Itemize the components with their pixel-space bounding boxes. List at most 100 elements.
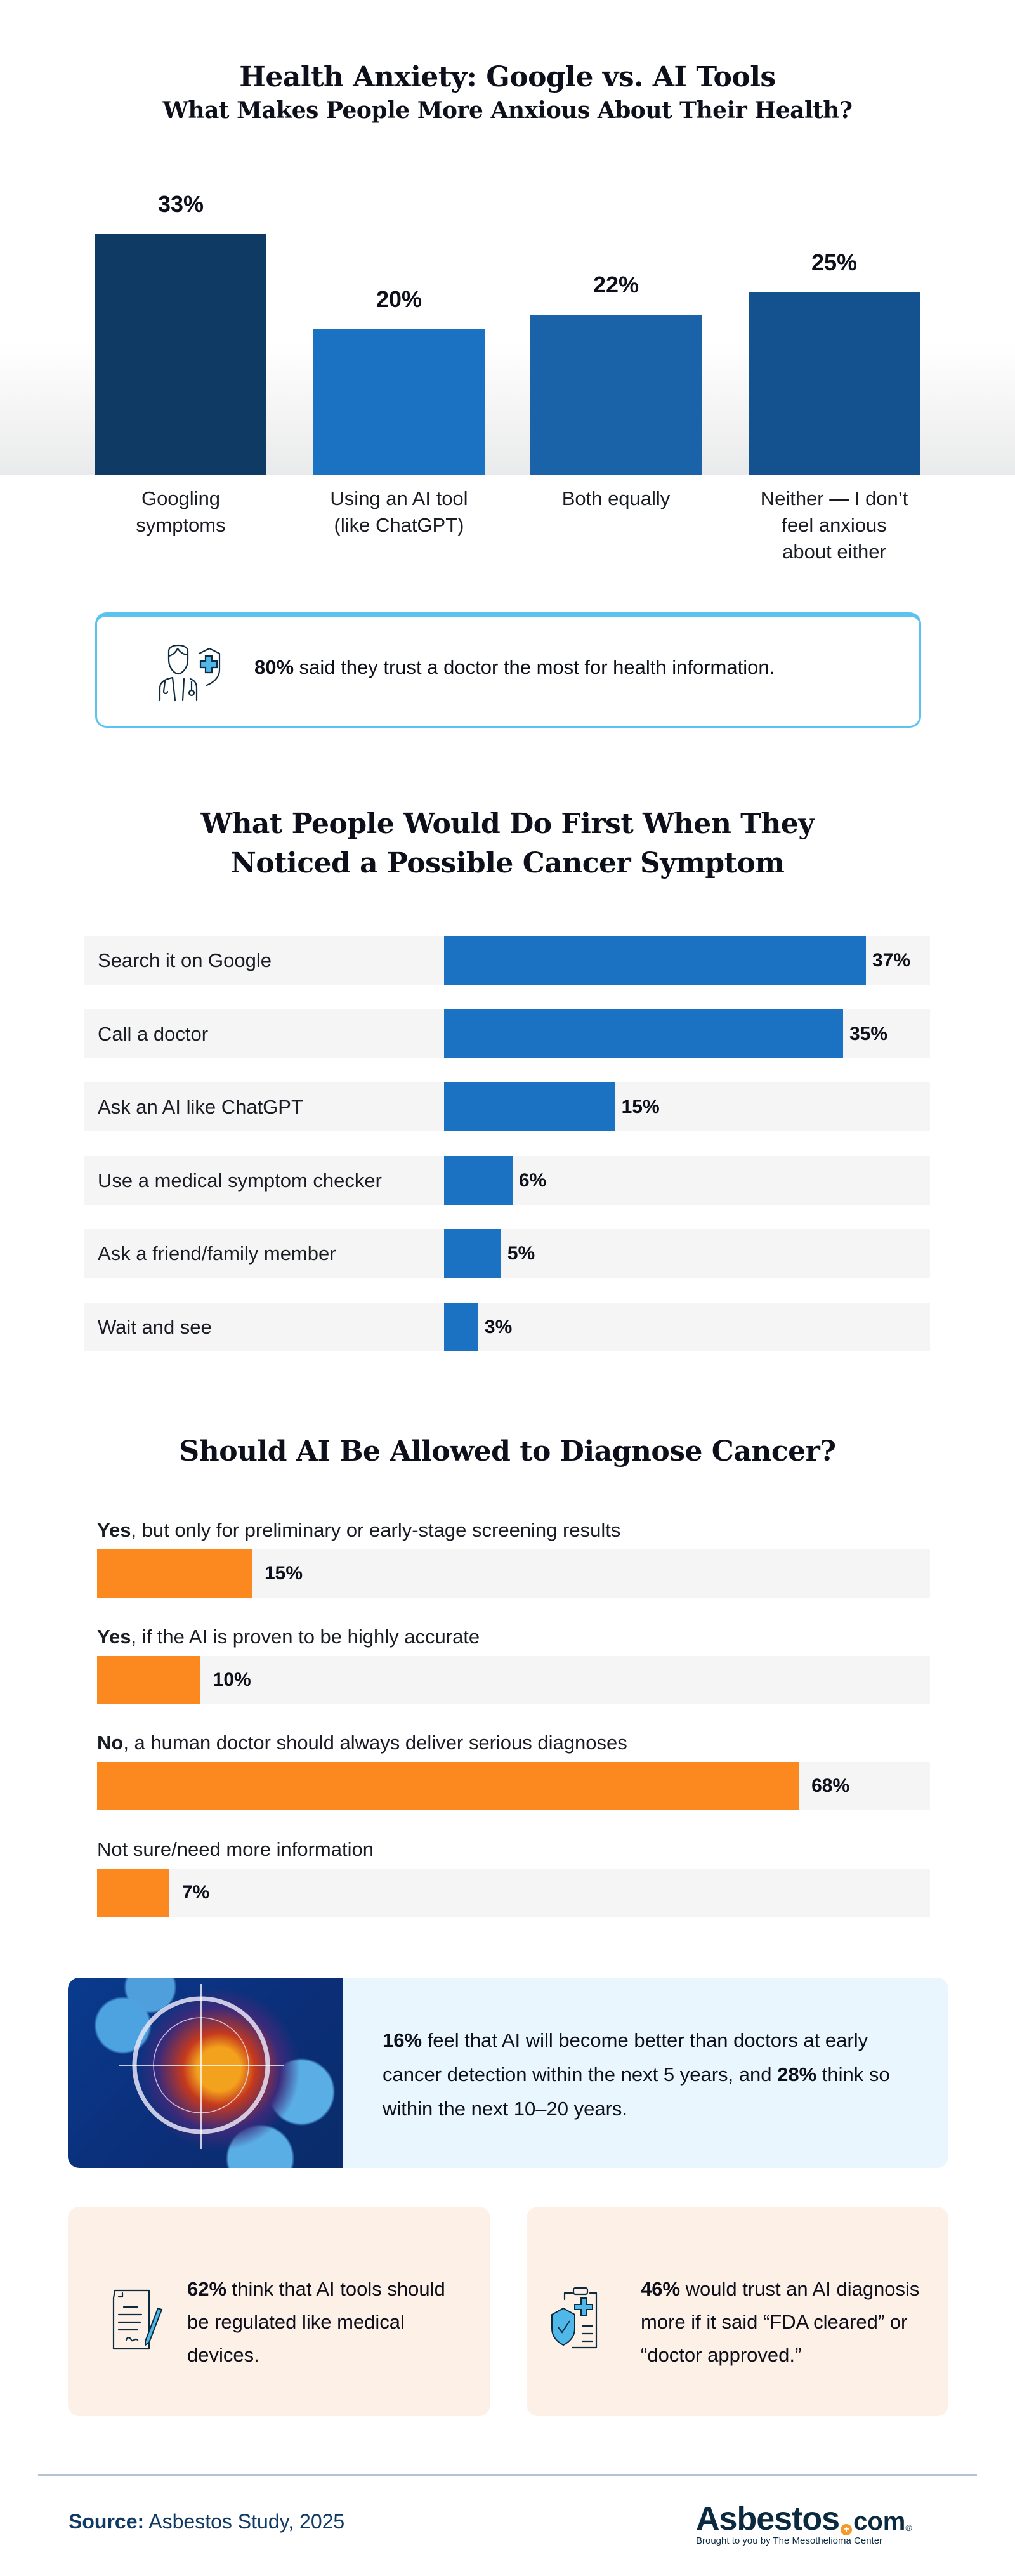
cancer-cell-target-image [68,1978,343,2168]
bar-value-label: 15% [265,1563,303,1584]
footer-divider [38,2474,977,2476]
category-label-text: , but only for preliminary or early-stag… [131,1519,621,1541]
bar [97,1655,200,1704]
plus-icon: + [841,2524,853,2535]
category-label: Wait and see [98,1315,212,1338]
category-label: Yes, but only for preliminary or early-s… [97,1519,620,1542]
category-label: Ask an AI like ChatGPT [98,1096,303,1118]
bar [97,1762,799,1810]
first-action-title-line1: What People Would Do First When They [200,808,815,840]
crosshair-icon [119,1984,284,2149]
bar [97,1868,169,1917]
bar-value-label: 25% [811,249,858,276]
registered-mark: ® [905,2523,912,2533]
bar [313,329,485,475]
regulation-text: 62% think that AI tools should be regula… [187,2273,460,2372]
bar-value-label: 7% [181,1881,210,1903]
bar-row: Search it on Google 37% [84,936,930,985]
category-label-emphasis: No [97,1732,124,1754]
diagnose-chart-title: Should AI Be Allowed to Diagnose Cancer? [179,1435,836,1468]
category-label-line: symptoms [136,514,226,536]
bar [95,234,266,475]
first-action-title-line2: Noticed a Possible Cancer Symptom [230,847,785,879]
category-label-emphasis: Yes [97,1519,131,1541]
ai-10-20yr-text: think so within the next 10–20 years. [383,2063,890,2120]
doctor-trust-stat: 80% [254,656,294,678]
category-label-line: Using an AI tool [330,487,468,509]
category-label-text: , a human doctor should always deliver s… [123,1732,627,1754]
ai-10-20yr-stat: 28% [777,2063,817,2086]
anxiety-bar-chart: 33% Googling symptoms 20% Using an AI tool (l… [0,0,1015,603]
category-label-text: , if the AI is proven to be highly accur… [131,1625,480,1648]
bar [444,1155,513,1205]
source-citation: Source: Asbestos Study, 2025 [69,2510,344,2533]
bar-value-label: 15% [621,1096,660,1117]
bar-value-label: 33% [157,191,204,217]
doctor-shield-icon [159,644,221,702]
chart-subtitle: What Makes People More Anxious About The… [162,97,853,124]
bar-row: 68% [97,1762,930,1810]
category-label: Both equally [530,485,702,512]
clipboard-shield-icon [551,2287,598,2349]
category-label: Ask a friend/family member [98,1242,336,1265]
category-label-line: Both equally [561,487,671,509]
category-label-line: Neither — I don’t [760,487,908,509]
bar [444,1302,478,1351]
first-action-chart-title: What People Would Do First When They Not… [0,805,1015,883]
ai-detection-card: 16% feel that AI will become better than… [68,1978,948,2168]
category-label: Call a doctor [98,1022,209,1045]
bar-value-label: 10% [213,1669,251,1690]
category-label-emphasis: Yes [97,1625,131,1648]
source-text: Asbestos Study, 2025 [144,2510,345,2533]
category-label: Search it on Google [98,949,272,971]
bar-row: Use a medical symptom checker 6% [84,1155,930,1205]
bar [530,314,702,475]
fda-trust-sentence: would trust an AI diagnosis more if it s… [641,2278,920,2366]
bar-row: Call a doctor 35% [84,1009,930,1058]
category-label: Using an AI tool (like ChatGPT) [313,485,485,539]
fda-trust-card: 46% would trust an AI diagnosis more if … [527,2207,948,2416]
bar [444,1009,844,1058]
signed-document-icon [112,2289,163,2350]
regulation-card: 62% think that AI tools should be regula… [68,2207,490,2416]
bar-row: 15% [97,1549,930,1598]
bar-row: Ask an AI like ChatGPT 15% [84,1082,930,1131]
logo-wordmark: Asbestos [696,2500,840,2537]
bar-value-label: 20% [376,286,422,312]
category-label: Yes, if the AI is proven to be highly ac… [97,1626,480,1648]
ai-5yr-text: feel that AI will become better than doc… [383,2029,868,2086]
bar [97,1549,252,1598]
category-label: Googling symptoms [95,485,266,539]
fda-trust-text: 46% would trust an AI diagnosis more if … [641,2273,933,2372]
logo-tagline: Brought to you by The Mesothelioma Cente… [696,2535,883,2546]
bar-value-label: 68% [811,1775,850,1796]
source-label: Source: [69,2510,145,2533]
category-label-line: about either [782,541,886,563]
category-label-line: (like ChatGPT) [334,514,464,536]
bar [444,1229,501,1278]
category-label: Neither — I don’t feel anxious about eithe… [749,485,920,565]
doctor-trust-callout: 80% said they trust a doctor the most fo… [95,612,921,728]
bar-value-label: 3% [484,1316,513,1337]
doctor-trust-text: 80% said they trust a doctor the most fo… [254,656,775,679]
bar-value-label: 22% [593,271,639,298]
category-label: Use a medical symptom checker [98,1169,382,1192]
chart-title: Health Anxiety: Google vs. AI Tools [239,61,776,93]
bar [444,936,866,985]
bar-row: 7% [97,1868,930,1917]
bar-row: Ask a friend/family member 5% [84,1229,930,1278]
asbestos-logo[interactable]: Asbestos + com® Brought to you by The Meso… [696,2500,912,2546]
regulation-sentence: think that AI tools should be regulated … [187,2278,445,2366]
category-label-line: Googling [141,487,221,509]
bar-value-label: 37% [872,950,911,971]
fda-trust-stat: 46% [641,2278,681,2300]
bar [444,1082,615,1131]
category-label: Not sure/need more information [97,1838,374,1861]
category-label-text: Not sure/need more information [97,1837,374,1860]
logo-com: com [853,2507,906,2535]
ai-5yr-stat: 16% [383,2029,422,2051]
category-label-line: feel anxious [782,514,887,536]
bar-value-label: 5% [507,1243,535,1264]
bar [749,292,920,475]
doctor-trust-sentence: said they trust a doctor the most for he… [294,656,775,678]
